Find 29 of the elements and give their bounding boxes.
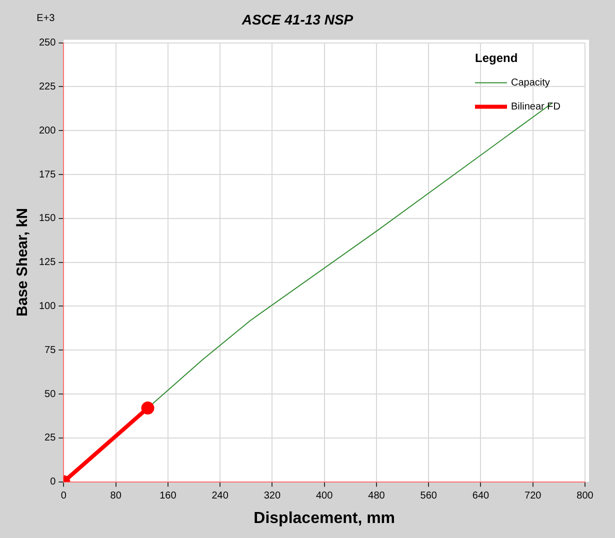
y-tick-label: 225 (38, 81, 56, 92)
legend-title: Legend (475, 51, 518, 66)
x-tick-label: 400 (316, 490, 334, 502)
y-tick-label: 175 (38, 169, 56, 180)
x-tick-label: 160 (160, 490, 177, 502)
x-tick-label: 640 (472, 490, 490, 502)
y-tick-label: 200 (38, 125, 56, 136)
y-tick-label: 50 (44, 388, 56, 400)
y-tick-label: 100 (38, 300, 56, 312)
y-tick-label: 75 (44, 344, 56, 356)
y-tick-label: 250 (38, 38, 56, 49)
y-tick-label: 25 (44, 432, 56, 444)
y-tick-label: 150 (38, 213, 56, 224)
x-tick-label: 0 (60, 490, 67, 502)
x-tick-label: 320 (264, 490, 281, 502)
x-tick-label: 480 (368, 490, 386, 502)
y-tick-label: 0 (50, 476, 56, 488)
x-tick-label: 720 (524, 490, 542, 502)
x-tick-label: 800 (576, 490, 594, 502)
x-tick-label: 80 (110, 490, 122, 502)
x-tick-label: 240 (212, 490, 229, 502)
chart-title: ASCE 41-13 NSP (240, 11, 354, 28)
x-axis-title: Displacement, mm (254, 510, 396, 527)
text: E+3 (36, 12, 56, 24)
y-tick-label: 125 (38, 257, 56, 268)
legend-label: Bilinear FD (511, 102, 560, 113)
legend-label: Capacity (511, 78, 550, 89)
y-axis-title: Base Shear, kN (14, 208, 32, 317)
x-tick-label: 560 (420, 490, 438, 502)
